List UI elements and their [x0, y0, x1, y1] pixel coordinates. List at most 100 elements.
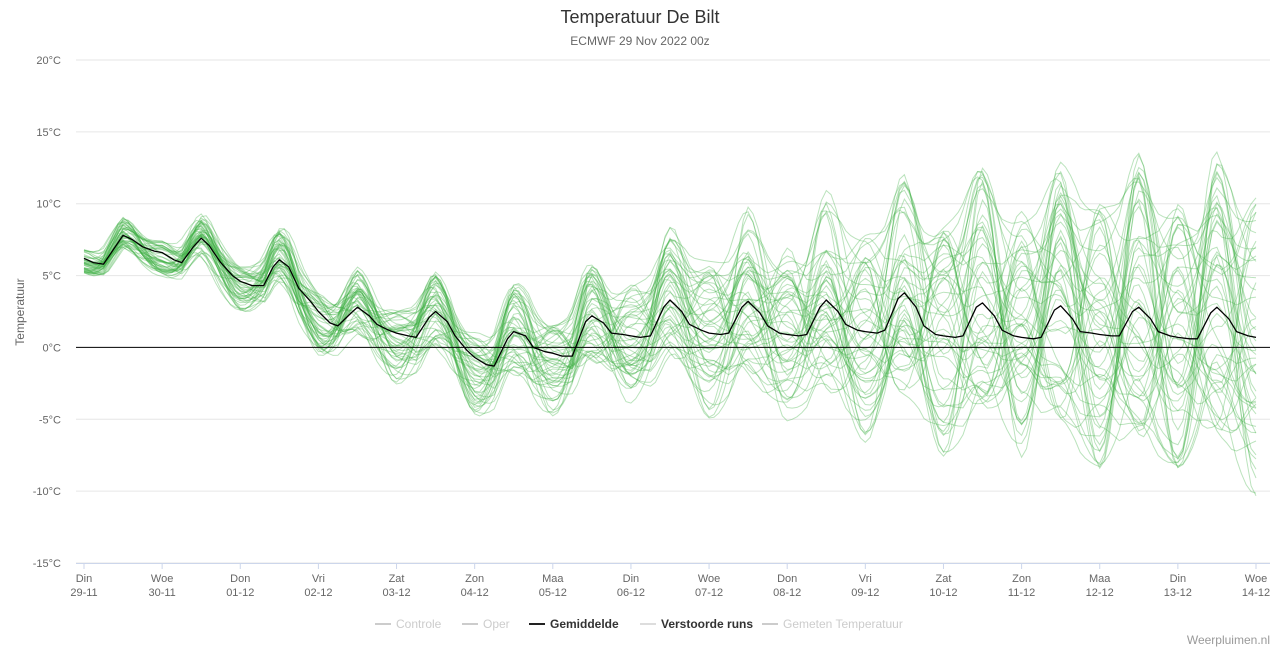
- ensemble-run-line: [83, 182, 1257, 421]
- legend-label: Controle: [396, 617, 442, 631]
- legend-label: Gemiddelde: [550, 617, 619, 631]
- chart-subtitle: ECMWF 29 Nov 2022 00z: [570, 34, 709, 48]
- mean-line: [83, 234, 1257, 367]
- ensemble-run-line: [83, 176, 1257, 432]
- ensemble-run-line: [83, 194, 1257, 460]
- ensemble-run-line: [83, 170, 1257, 432]
- x-tick-date: 12-12: [1086, 587, 1114, 599]
- ensemble-run-line: [83, 153, 1257, 465]
- ensemble-run-line: [83, 181, 1257, 424]
- legend-label: Oper: [483, 617, 510, 631]
- x-tick-weekday: Don: [230, 573, 250, 585]
- ensemble-run-line: [83, 215, 1257, 457]
- x-tick-date: 08-12: [773, 587, 801, 599]
- x-tick-weekday: Woe: [698, 573, 720, 585]
- ensemble-run-line: [83, 151, 1257, 428]
- x-tick-date: 01-12: [226, 587, 254, 599]
- x-tick-date: 14-12: [1242, 587, 1270, 599]
- ensemble-run-line: [83, 222, 1257, 408]
- x-tick-weekday: Vri: [312, 573, 325, 585]
- x-tick-weekday: Maa: [542, 573, 564, 585]
- mean-series: [83, 234, 1257, 367]
- ensemble-run-line: [83, 231, 1257, 464]
- ensemble-runs: [83, 151, 1257, 497]
- ensemble-run-line: [83, 191, 1257, 434]
- ensemble-run-line: [83, 164, 1257, 460]
- x-tick-weekday: Din: [1170, 573, 1187, 585]
- ensemble-run-line: [83, 189, 1257, 417]
- x-tick-date: 09-12: [851, 587, 879, 599]
- ensemble-run-line: [83, 171, 1257, 470]
- ensemble-run-line: [83, 180, 1257, 467]
- chart-title: Temperatuur De Bilt: [560, 7, 719, 27]
- x-tick-date: 05-12: [539, 587, 567, 599]
- x-tick-weekday: Zon: [1012, 573, 1031, 585]
- ensemble-run-line: [83, 166, 1257, 401]
- ensemble-run-line: [83, 152, 1257, 411]
- ensemble-run-line: [83, 173, 1257, 418]
- x-tick-date: 03-12: [382, 587, 410, 599]
- ensemble-run-line: [83, 173, 1257, 469]
- credit-link[interactable]: Weerpluimen.nl: [1187, 633, 1270, 647]
- ensemble-run-line: [83, 172, 1257, 438]
- ensemble-run-line: [83, 226, 1257, 426]
- ensemble-run-line: [83, 184, 1257, 412]
- ensemble-run-line: [83, 211, 1257, 456]
- y-tick-label: -10°C: [33, 486, 61, 498]
- x-tick-date: 29-11: [70, 587, 97, 599]
- x-tick-weekday: Din: [76, 573, 93, 585]
- ensemble-run-line: [83, 200, 1257, 469]
- x-tick-date: 04-12: [461, 587, 489, 599]
- x-tick-weekday: Vri: [859, 573, 872, 585]
- legend-label: Gemeten Temperatuur: [783, 617, 903, 631]
- x-tick-date: 10-12: [929, 587, 957, 599]
- x-tick-weekday: Din: [623, 573, 640, 585]
- ensemble-run-line: [83, 171, 1257, 458]
- x-tick-date: 11-12: [1008, 587, 1035, 599]
- ensemble-run-line: [83, 181, 1257, 419]
- ensemble-run-line: [83, 183, 1257, 497]
- ensemble-run-line: [83, 226, 1257, 435]
- ensemble-run-line: [83, 180, 1257, 408]
- ensemble-run-line: [83, 228, 1257, 431]
- x-tick-weekday: Zat: [936, 573, 952, 585]
- ensemble-run-line: [83, 239, 1257, 408]
- x-tick-date: 02-12: [304, 587, 332, 599]
- ensemble-run-line: [83, 177, 1257, 394]
- ensemble-run-line: [83, 195, 1257, 435]
- ensemble-run-line: [83, 194, 1257, 479]
- legend: Controle Oper Gemiddelde Verstoorde runs Gem…: [375, 617, 903, 631]
- ensemble-run-line: [83, 212, 1257, 494]
- ensemble-run-line: [83, 170, 1257, 417]
- ensemble-run-line: [83, 181, 1257, 446]
- ensemble-run-line: [83, 176, 1257, 431]
- ensemble-run-line: [83, 161, 1257, 446]
- y-tick-label: 10°C: [36, 199, 61, 211]
- legend-item-gemiddelde[interactable]: Gemiddelde: [529, 617, 619, 631]
- ensemble-run-line: [83, 211, 1257, 453]
- ensemble-run-line: [83, 173, 1257, 461]
- y-tick-label: 0°C: [43, 342, 62, 354]
- legend-item-controle[interactable]: Controle: [375, 617, 442, 631]
- legend-item-oper[interactable]: Oper: [462, 617, 510, 631]
- x-tick-date: 13-12: [1164, 587, 1192, 599]
- x-tick-date: 07-12: [695, 587, 723, 599]
- ensemble-run-line: [83, 219, 1257, 466]
- x-tick-weekday: Zon: [465, 573, 484, 585]
- y-tick-label: 5°C: [43, 271, 62, 283]
- x-tick-date: 06-12: [617, 587, 645, 599]
- ensemble-run-line: [83, 171, 1257, 405]
- y-axis-ticks: 20°C 15°C 10°C 5°C 0°C -5°C -10°C -15°C: [33, 55, 61, 570]
- legend-label: Verstoorde runs: [661, 617, 753, 631]
- x-tick-weekday: Zat: [389, 573, 405, 585]
- x-tick-date: 30-11: [148, 587, 175, 599]
- ensemble-run-line: [83, 203, 1257, 382]
- x-axis-ticks: Din 29-11 Woe 30-11 Don 01-12 Vri 02-12 Zat 03-12…: [70, 563, 1270, 599]
- y-tick-label: 20°C: [36, 55, 61, 67]
- x-tick-weekday: Maa: [1089, 573, 1111, 585]
- y-tick-label: 15°C: [36, 127, 61, 139]
- ensemble-run-line: [83, 198, 1257, 398]
- legend-item-verstoorde-runs[interactable]: Verstoorde runs: [640, 617, 753, 631]
- legend-item-gemeten-temperatuur[interactable]: Gemeten Temperatuur: [762, 617, 903, 631]
